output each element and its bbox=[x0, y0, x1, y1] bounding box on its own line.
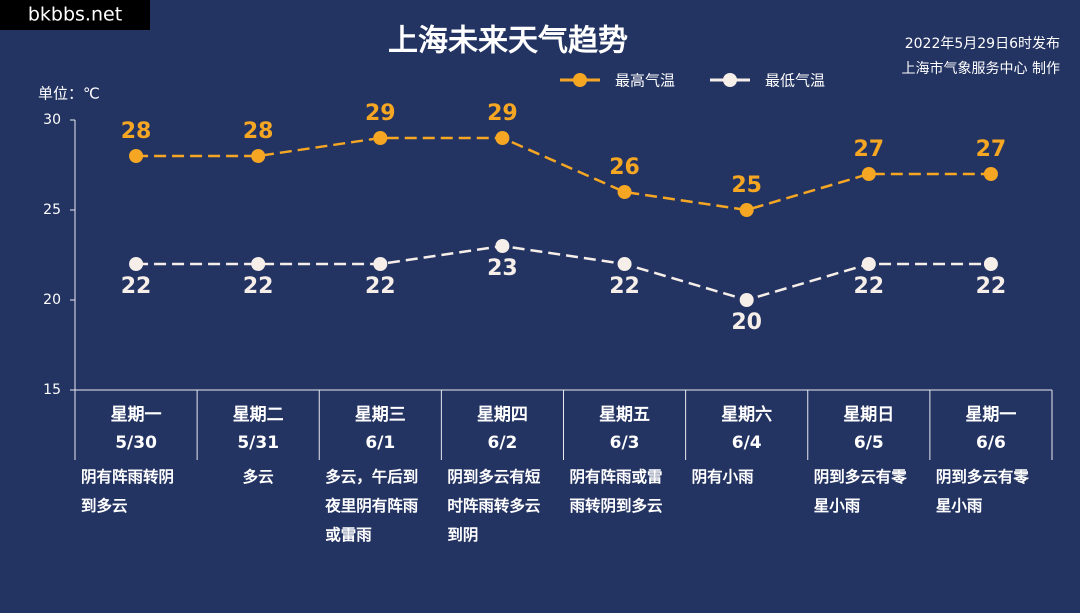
data-label: 20 bbox=[731, 310, 762, 335]
subtitle: 2022年5月29日6时发布 bbox=[905, 36, 1060, 52]
data-label: 28 bbox=[243, 119, 274, 144]
weather-description: 多云 bbox=[242, 468, 274, 486]
weather-description: 阴有小雨 bbox=[691, 468, 754, 486]
data-point bbox=[861, 257, 876, 271]
y-tick-label: 25 bbox=[43, 202, 61, 218]
data-label: 29 bbox=[365, 101, 396, 126]
data-label: 28 bbox=[121, 119, 152, 144]
y-tick-label: 15 bbox=[43, 382, 61, 398]
watermark: bkbbs.net bbox=[28, 4, 122, 26]
data-label: 22 bbox=[976, 274, 1007, 299]
subtitle: 上海市气象服务中心 制作 bbox=[902, 60, 1060, 77]
watermark-box bbox=[0, 0, 150, 30]
x-tick-label: 6/4 bbox=[732, 433, 762, 453]
weekday-label: 星期四 bbox=[477, 405, 528, 425]
data-label: 22 bbox=[121, 274, 152, 299]
data-point bbox=[373, 257, 388, 271]
legend-label: 最高气温 bbox=[615, 72, 675, 90]
data-label: 29 bbox=[487, 101, 518, 126]
x-tick-label: 6/2 bbox=[488, 433, 518, 453]
data-point bbox=[983, 257, 998, 271]
data-point bbox=[739, 203, 754, 217]
data-point bbox=[495, 239, 510, 253]
weather-description: 阴到多云有零星小雨 bbox=[935, 468, 1029, 515]
data-point bbox=[617, 257, 632, 271]
data-label: 22 bbox=[854, 274, 885, 299]
series-line bbox=[136, 136, 991, 212]
data-label: 25 bbox=[731, 173, 762, 198]
x-tick-label: 5/30 bbox=[115, 433, 157, 453]
data-point bbox=[129, 149, 144, 163]
data-point bbox=[129, 257, 144, 271]
data-label: 22 bbox=[609, 274, 640, 299]
y-tick-label: 30 bbox=[43, 112, 61, 128]
data-label: 27 bbox=[854, 137, 885, 162]
data-point bbox=[495, 131, 510, 145]
data-label: 27 bbox=[976, 137, 1007, 162]
x-tick-label: 5/31 bbox=[237, 433, 279, 453]
weather-description: 阴有阵雨或雷雨转阴到多云 bbox=[569, 468, 663, 515]
y-tick-label: 20 bbox=[43, 292, 61, 308]
x-tick-label: 6/1 bbox=[365, 433, 395, 453]
weekday-label: 星期日 bbox=[843, 405, 894, 425]
weekday-label: 星期二 bbox=[233, 405, 284, 425]
weather-description: 阴到多云有零星小雨 bbox=[813, 468, 907, 515]
data-point bbox=[861, 167, 876, 181]
data-point bbox=[373, 131, 388, 145]
weekday-label: 星期五 bbox=[599, 405, 650, 425]
weekday-label: 星期三 bbox=[355, 405, 406, 425]
data-point bbox=[251, 257, 266, 271]
data-label: 23 bbox=[487, 256, 518, 281]
weather-description: 阴有阵雨转阴到多云 bbox=[81, 468, 175, 515]
legend-marker bbox=[723, 73, 737, 87]
x-tick-label: 6/5 bbox=[854, 433, 884, 453]
x-tick-label: 6/6 bbox=[976, 433, 1006, 453]
legend-marker bbox=[573, 73, 587, 87]
chart-title: 上海未来天气趋势 bbox=[388, 24, 628, 59]
weekday-label: 星期一 bbox=[111, 405, 162, 425]
data-label: 22 bbox=[243, 274, 274, 299]
y-axis-label: 单位：℃ bbox=[38, 85, 100, 103]
data-point bbox=[983, 167, 998, 181]
weather-description: 阴到多云有短时阵雨转多云到阴 bbox=[447, 468, 541, 544]
weekday-label: 星期一 bbox=[965, 405, 1016, 425]
data-point bbox=[739, 293, 754, 307]
data-point bbox=[251, 149, 266, 163]
weather-description: 多云，午后到夜里阴有阵雨或雷雨 bbox=[325, 468, 419, 544]
x-tick-label: 6/3 bbox=[610, 433, 640, 453]
series-line bbox=[136, 244, 991, 302]
data-label: 22 bbox=[365, 274, 396, 299]
legend-label: 最低气温 bbox=[765, 72, 825, 90]
data-point bbox=[617, 185, 632, 199]
weekday-label: 星期六 bbox=[721, 404, 772, 425]
data-label: 26 bbox=[609, 155, 640, 180]
